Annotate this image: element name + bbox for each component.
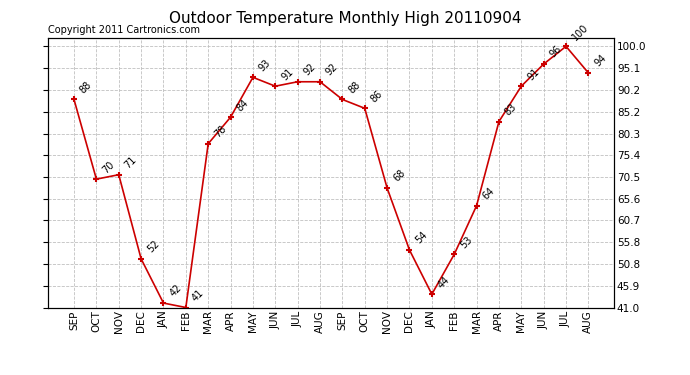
Text: 92: 92 <box>324 62 340 78</box>
Text: Copyright 2011 Cartronics.com: Copyright 2011 Cartronics.com <box>48 25 200 35</box>
Text: 88: 88 <box>78 80 94 95</box>
Text: 52: 52 <box>146 239 161 255</box>
Text: 93: 93 <box>257 57 273 73</box>
Text: 84: 84 <box>235 97 250 113</box>
Text: 91: 91 <box>279 66 295 82</box>
Text: 78: 78 <box>213 124 228 140</box>
Text: 91: 91 <box>526 66 541 82</box>
Text: 64: 64 <box>481 186 497 201</box>
Text: 92: 92 <box>302 62 317 78</box>
Text: 96: 96 <box>548 44 564 60</box>
Text: 83: 83 <box>503 102 519 117</box>
Text: 71: 71 <box>123 155 139 171</box>
Text: Outdoor Temperature Monthly High 20110904: Outdoor Temperature Monthly High 2011090… <box>169 11 521 26</box>
Text: 94: 94 <box>593 53 609 69</box>
Text: 88: 88 <box>346 80 362 95</box>
Text: 70: 70 <box>101 159 117 175</box>
Text: 68: 68 <box>391 168 407 184</box>
Text: 44: 44 <box>436 274 452 290</box>
Text: 42: 42 <box>168 283 184 299</box>
Text: 100: 100 <box>570 22 590 42</box>
Text: 54: 54 <box>413 230 429 246</box>
Text: 86: 86 <box>369 88 384 104</box>
Text: 41: 41 <box>190 288 206 303</box>
Text: 53: 53 <box>458 234 474 250</box>
